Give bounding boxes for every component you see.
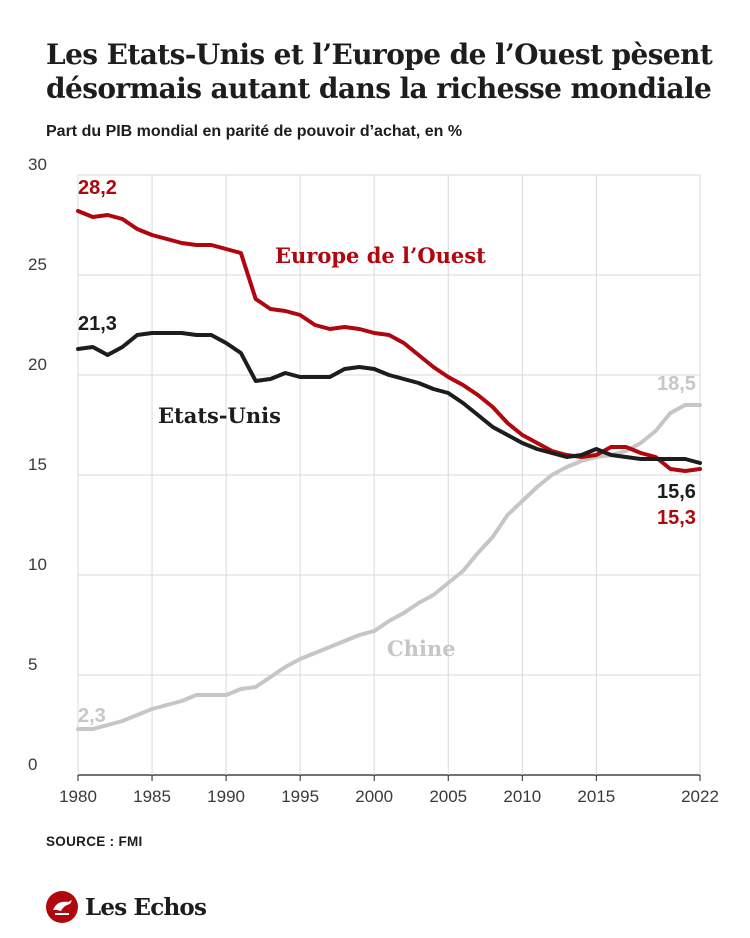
logo-icon <box>46 891 78 923</box>
axes: 0 5 10 15 20 25 30 1980 1985 1990 1995 2000 2005 2010… <box>28 155 719 806</box>
x-tick-label: 1995 <box>281 787 319 806</box>
chart-subtitle: Part du PIB mondial en parité de pouvoir… <box>46 123 463 140</box>
data-label-europe-end: 15,3 <box>657 507 696 529</box>
les-echos-logo: Les Echos <box>46 887 207 927</box>
series-label-us: Etats-Unis <box>158 403 281 428</box>
data-label-us-start: 21,3 <box>78 313 117 335</box>
y-tick-label: 10 <box>28 555 47 574</box>
x-tick-label: 2022 <box>681 787 719 806</box>
chart-annotations: Europe de l’Ouest Etats-Unis Chine 28,2 … <box>78 177 696 727</box>
logo-text: Les Echos <box>85 893 207 921</box>
x-tick-label: 2015 <box>577 787 615 806</box>
y-tick-label: 15 <box>28 455 47 474</box>
y-tick-label: 0 <box>28 755 37 774</box>
series-lines <box>76 209 702 731</box>
x-tick-label: 1980 <box>59 787 97 806</box>
series-line-europe-de-l-ouest <box>76 209 702 473</box>
data-label-chine-start: 2,3 <box>78 705 106 727</box>
source-note: SOURCE : FMI <box>46 834 143 849</box>
data-label-us-end: 15,6 <box>657 481 696 503</box>
y-tick-label: 20 <box>28 355 47 374</box>
x-tick-label: 2005 <box>429 787 467 806</box>
chart-title: Les Etats-Unis et l’Europe de l’Ouest pè… <box>46 38 713 105</box>
line-chart: 0 5 10 15 20 25 30 1980 1985 1990 1995 2000 2005 2010… <box>28 155 719 806</box>
x-tick-label: 2000 <box>355 787 393 806</box>
x-tick-label: 1985 <box>133 787 171 806</box>
y-tick-label: 30 <box>28 155 47 174</box>
data-label-chine-end: 18,5 <box>657 373 696 395</box>
series-label-chine: Chine <box>387 636 456 661</box>
y-tick-label: 25 <box>28 255 47 274</box>
x-tick-label: 1990 <box>207 787 245 806</box>
data-label-europe-start: 28,2 <box>78 177 117 199</box>
y-tick-label: 5 <box>28 655 37 674</box>
series-line-etats-unis <box>76 331 702 465</box>
x-tick-label: 2010 <box>503 787 541 806</box>
series-label-europe: Europe de l’Ouest <box>275 243 486 268</box>
